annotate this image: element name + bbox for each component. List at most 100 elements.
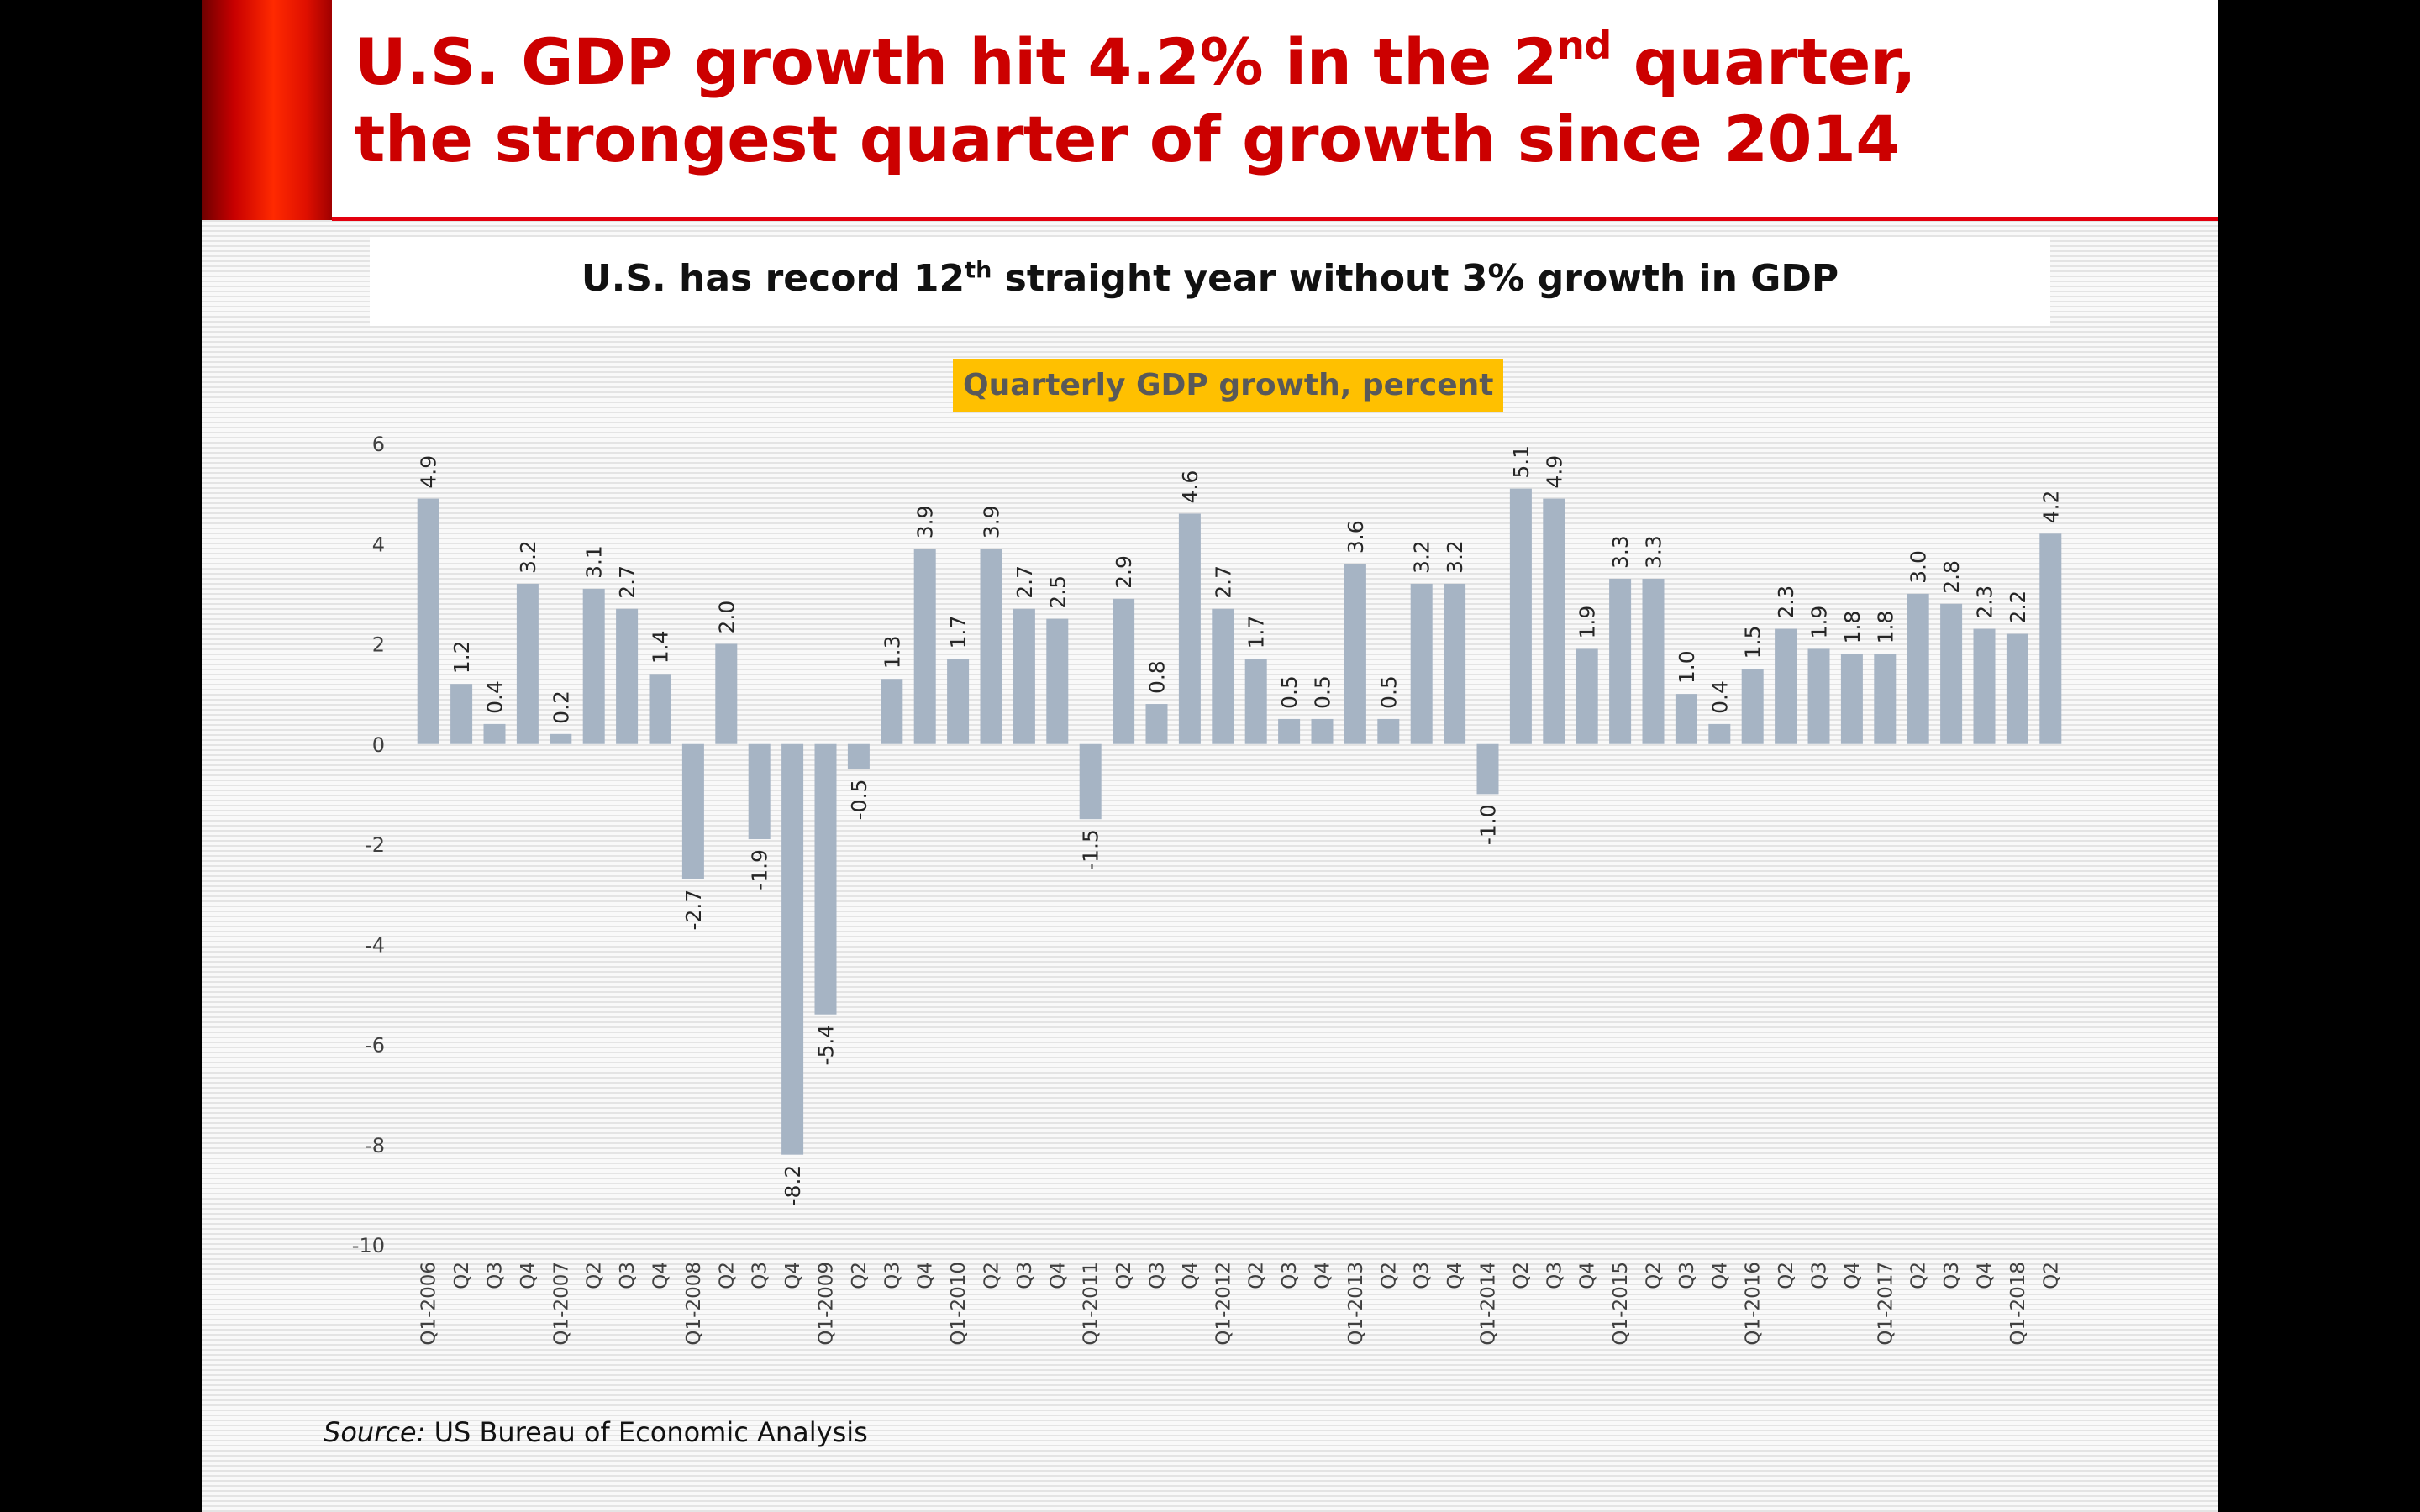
bar [2006,633,2028,744]
data-label: 2.7 [615,565,639,599]
data-label: 2.2 [2006,591,2030,624]
bar [417,498,439,744]
data-label: 2.3 [1774,585,1798,619]
source-note: Source: US Bureau of Economic Analysis [324,1416,868,1448]
data-label: 5.1 [1509,445,1534,479]
data-label: -0.5 [847,780,871,821]
bar [582,588,605,744]
subtitle-superscript: th [965,257,992,284]
category-label: Q4 [1842,1262,1864,1289]
data-label: 1.7 [946,616,971,649]
bar [1741,669,1764,744]
y-tick-label: 6 [372,433,385,456]
chart-title: Quarterly GDP growth, percent [953,359,1504,412]
source-label: Source: [324,1416,426,1448]
data-label: 0.5 [1376,675,1401,709]
bar [947,659,970,744]
bar [1576,648,1598,744]
category-label: Q4 [1709,1262,1731,1289]
title-line-1-text: U.S. GDP growth hit 4.2% in the 2 [355,24,1558,99]
y-tick-label: 4 [372,533,385,556]
bar [1708,723,1731,744]
category-label: Q1-2010 [948,1262,970,1346]
category-label: Q1-2007 [550,1262,572,1346]
data-label: 3.9 [913,505,938,538]
bar [1476,743,1499,795]
category-label: Q2 [2040,1262,2062,1289]
category-label: Q1-2009 [816,1262,838,1346]
slide-title: U.S. GDP growth hit 4.2% in the 2nd quar… [355,24,2203,178]
data-label: -1.9 [748,849,772,890]
bar [1013,608,1035,744]
category-label: Q1-2006 [418,1262,440,1346]
bar [516,583,539,744]
category-label: Q4 [1577,1262,1599,1289]
category-label: Q4 [518,1262,539,1289]
category-label: Q2 [849,1262,871,1289]
category-label: Q2 [1113,1262,1135,1289]
title-line-1-end: quarter, [1611,24,1917,99]
bar [550,733,572,744]
bar [1940,603,1963,744]
category-label: Q2 [1644,1262,1665,1289]
category-label: Q4 [782,1262,804,1289]
bar [2039,533,2062,744]
header-rule [332,217,2218,221]
bar [1509,488,1532,744]
data-label: 3.9 [980,505,1004,538]
bar [980,549,1002,744]
category-label: Q3 [1279,1262,1301,1289]
category-label: Q3 [1544,1262,1565,1289]
subtitle-text: U.S. has record 12 [581,257,965,300]
subtitle-box: U.S. has record 12th straight year witho… [370,237,2050,326]
bar [1609,578,1632,744]
bar [649,674,671,744]
bar [681,743,704,879]
data-label: -5.4 [814,1025,839,1066]
bar [1907,593,1929,744]
data-label: -8.2 [781,1165,805,1206]
data-label: 0.2 [549,690,573,724]
data-label: 1.7 [1244,616,1269,649]
title-superscript: nd [1557,22,1612,68]
red-accent-bar [202,0,332,220]
category-label: Q3 [1676,1262,1698,1289]
bar [1278,718,1301,744]
data-label: 2.7 [1211,565,1235,599]
category-label: Q4 [1313,1262,1334,1289]
y-tick-label: 2 [372,633,385,657]
category-label: Q3 [1809,1262,1831,1289]
bar [1410,583,1433,744]
data-label: 2.5 [1045,575,1070,609]
data-label: 0.4 [1707,680,1732,714]
bar [1178,513,1201,744]
category-label: Q2 [451,1262,473,1289]
data-label: 1.8 [1873,611,1897,644]
category-label: Q1-2011 [1081,1262,1102,1346]
bar [1046,618,1069,744]
bar [781,743,804,1155]
data-label: 1.0 [1675,650,1699,684]
y-tick-label: -10 [352,1234,385,1257]
source-text: US Bureau of Economic Analysis [425,1416,868,1448]
bar [881,679,903,744]
data-label: 3.2 [516,540,540,574]
subtitle-text-end: straight year without 3% growth in GDP [992,257,1839,300]
data-label: 3.3 [1642,535,1666,569]
category-label: Q3 [881,1262,903,1289]
category-label: Q4 [1444,1262,1466,1289]
data-label: -1.5 [1079,829,1103,870]
category-label: Q1-2015 [1610,1262,1632,1346]
category-label: Q3 [750,1262,771,1289]
category-label: Q3 [485,1262,507,1289]
data-label: 4.9 [417,455,441,489]
category-label: Q4 [650,1262,672,1289]
bar [1675,694,1697,744]
bar [1311,718,1334,744]
title-line-1: U.S. GDP growth hit 4.2% in the 2nd quar… [355,24,2203,101]
gdp-bar-chart: 6 4 2 0 -2 -4 -6 -8 -10 4.9 Q1-2006 1.2 Q2 0.4 Q3 3.2 Q4… [352,433,2064,1346]
bar [1079,743,1102,820]
bar [1244,659,1267,744]
bar [1973,628,1996,744]
data-label: 2.7 [1013,565,1037,599]
